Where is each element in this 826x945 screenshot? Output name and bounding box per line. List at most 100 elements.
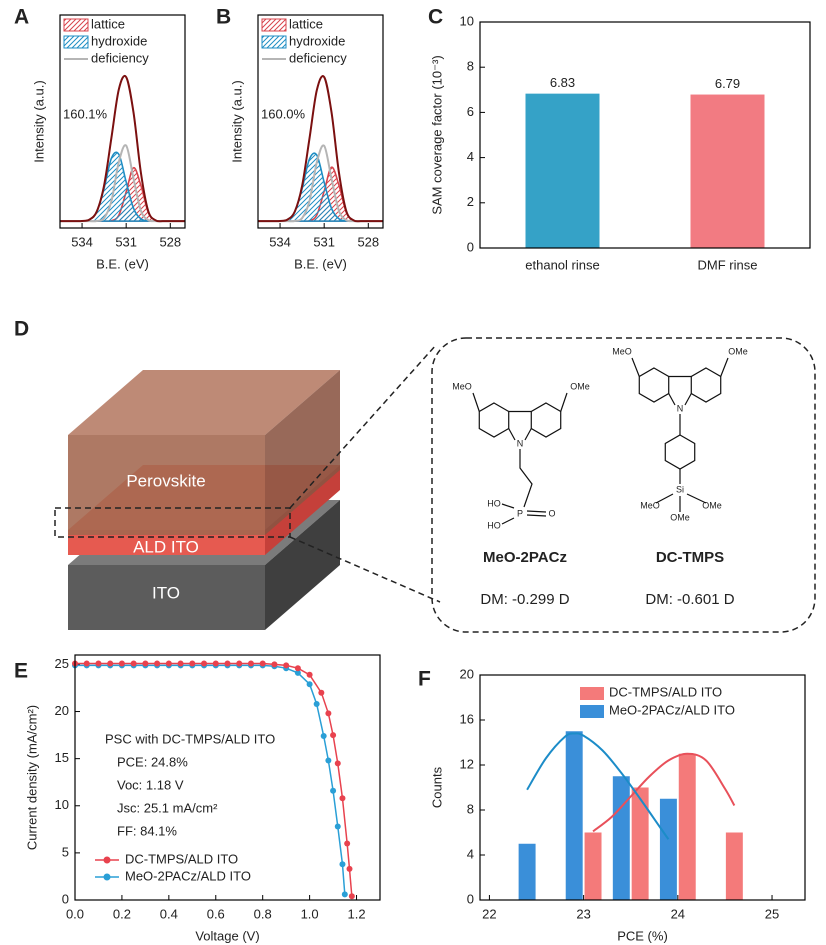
plot-frame bbox=[74, 654, 381, 901]
y-axis-label: Intensity (a.u.) bbox=[229, 80, 244, 162]
atom: P bbox=[517, 508, 523, 518]
y-tick-label: 16 bbox=[460, 711, 474, 726]
y-tick-label: 8 bbox=[467, 59, 474, 74]
bar bbox=[631, 787, 649, 900]
y-axis-label: Intensity (a.u.) bbox=[31, 80, 46, 162]
dipole: DM: -0.299 D bbox=[480, 591, 569, 608]
molecule-name: MeO-2PACz bbox=[483, 549, 567, 566]
atom: OMe bbox=[570, 381, 590, 391]
dipole: DM: -0.601 D bbox=[645, 591, 734, 608]
perovskite-side bbox=[265, 370, 340, 535]
point bbox=[294, 669, 301, 676]
plot-frame bbox=[257, 14, 384, 229]
ald-side bbox=[265, 465, 340, 555]
point bbox=[95, 660, 102, 667]
y-tick-label: 4 bbox=[467, 149, 474, 164]
annotation: PSC with DC-TMPS/ALD ITO bbox=[105, 731, 275, 746]
x-tick-label: 25 bbox=[765, 906, 779, 921]
point bbox=[165, 660, 172, 667]
point bbox=[212, 660, 219, 667]
legend-swatch bbox=[580, 705, 604, 718]
zoom-box bbox=[54, 507, 291, 538]
x-tick-label: 531 bbox=[313, 234, 335, 249]
molecule-box bbox=[431, 337, 816, 633]
y-tick-label: 10 bbox=[55, 797, 69, 812]
point bbox=[334, 760, 341, 767]
atom: N bbox=[517, 438, 524, 448]
annotation: 160.1% bbox=[63, 106, 108, 121]
legend-swatch bbox=[261, 35, 287, 49]
fit-curve bbox=[526, 732, 670, 840]
bar bbox=[690, 94, 765, 249]
molecules: MeO OMe N HO HO P O MeO OMe N Si MeO OMe… bbox=[452, 346, 748, 608]
y-tick-label: 2 bbox=[467, 194, 474, 209]
legend-label: lattice bbox=[289, 16, 323, 31]
point bbox=[189, 660, 196, 667]
x-tick-label: 0.6 bbox=[207, 906, 225, 921]
x-tick-label: 23 bbox=[576, 906, 590, 921]
point bbox=[344, 840, 351, 847]
x-axis-label: Voltage (V) bbox=[195, 928, 259, 943]
panel-label: A bbox=[14, 6, 29, 29]
y-tick-label: 20 bbox=[55, 703, 69, 718]
ring bbox=[664, 434, 696, 470]
y-tick-label: 20 bbox=[460, 666, 474, 681]
legend-marker bbox=[103, 856, 111, 864]
y-axis-label: SAM coverage factor (10⁻³) bbox=[429, 55, 444, 214]
x-axis-label: B.E. (eV) bbox=[96, 256, 149, 271]
x-tick-label: 22 bbox=[482, 906, 496, 921]
x-tick-label: ethanol rinse bbox=[525, 257, 599, 272]
legend-swatch bbox=[261, 18, 287, 32]
point bbox=[325, 757, 332, 764]
panel-label: D bbox=[14, 318, 29, 341]
y-tick-label: 15 bbox=[55, 750, 69, 765]
atom: OMe bbox=[702, 500, 722, 510]
panel-label: E bbox=[14, 660, 28, 683]
y-tick-label: 0 bbox=[467, 239, 474, 254]
legend-label: hydroxide bbox=[91, 33, 147, 48]
ring bbox=[508, 410, 532, 441]
y-axis-label: Current density (mA/cm²) bbox=[24, 705, 39, 850]
y-tick-label: 4 bbox=[467, 846, 474, 861]
layer-label: Perovskite bbox=[126, 471, 205, 490]
bonds bbox=[631, 357, 729, 512]
ring bbox=[478, 402, 510, 438]
y-tick-label: 0 bbox=[467, 891, 474, 906]
annotation: Jsc: 25.1 mA/cm² bbox=[117, 800, 218, 815]
ring bbox=[638, 367, 670, 403]
y-tick-label: 8 bbox=[467, 801, 474, 816]
x-tick-label: 1.2 bbox=[347, 906, 365, 921]
y-tick-label: 0 bbox=[62, 891, 69, 906]
point bbox=[318, 689, 325, 696]
point bbox=[118, 660, 125, 667]
perovskite-front bbox=[68, 435, 265, 535]
bar bbox=[678, 753, 696, 900]
ring bbox=[530, 402, 562, 438]
point bbox=[334, 823, 341, 830]
x-tick-label: 528 bbox=[357, 234, 379, 249]
plot-frame bbox=[479, 674, 806, 901]
y-tick-label: 6 bbox=[467, 104, 474, 119]
legend-label: MeO-2PACz/ALD ITO bbox=[125, 868, 251, 883]
point bbox=[330, 787, 337, 794]
point bbox=[177, 660, 184, 667]
atom: N bbox=[677, 403, 684, 413]
x-tick-label: 534 bbox=[269, 234, 291, 249]
annotation: Voc: 1.18 V bbox=[117, 777, 184, 792]
bar bbox=[518, 843, 536, 900]
atom: OMe bbox=[728, 346, 748, 356]
x-tick-label: 531 bbox=[115, 234, 137, 249]
bar bbox=[725, 832, 743, 900]
perovskite-top bbox=[68, 370, 340, 435]
zoom-line bbox=[289, 344, 437, 509]
point bbox=[294, 665, 301, 672]
legend-label: DC-TMPS/ALD ITO bbox=[125, 851, 238, 866]
molecule-name: DC-TMPS bbox=[656, 549, 724, 566]
legend-label: lattice bbox=[91, 16, 125, 31]
layer-label: ALD ITO bbox=[133, 537, 199, 556]
panel-label: B bbox=[216, 6, 231, 29]
point bbox=[247, 660, 254, 667]
point bbox=[154, 660, 161, 667]
point bbox=[283, 662, 290, 669]
